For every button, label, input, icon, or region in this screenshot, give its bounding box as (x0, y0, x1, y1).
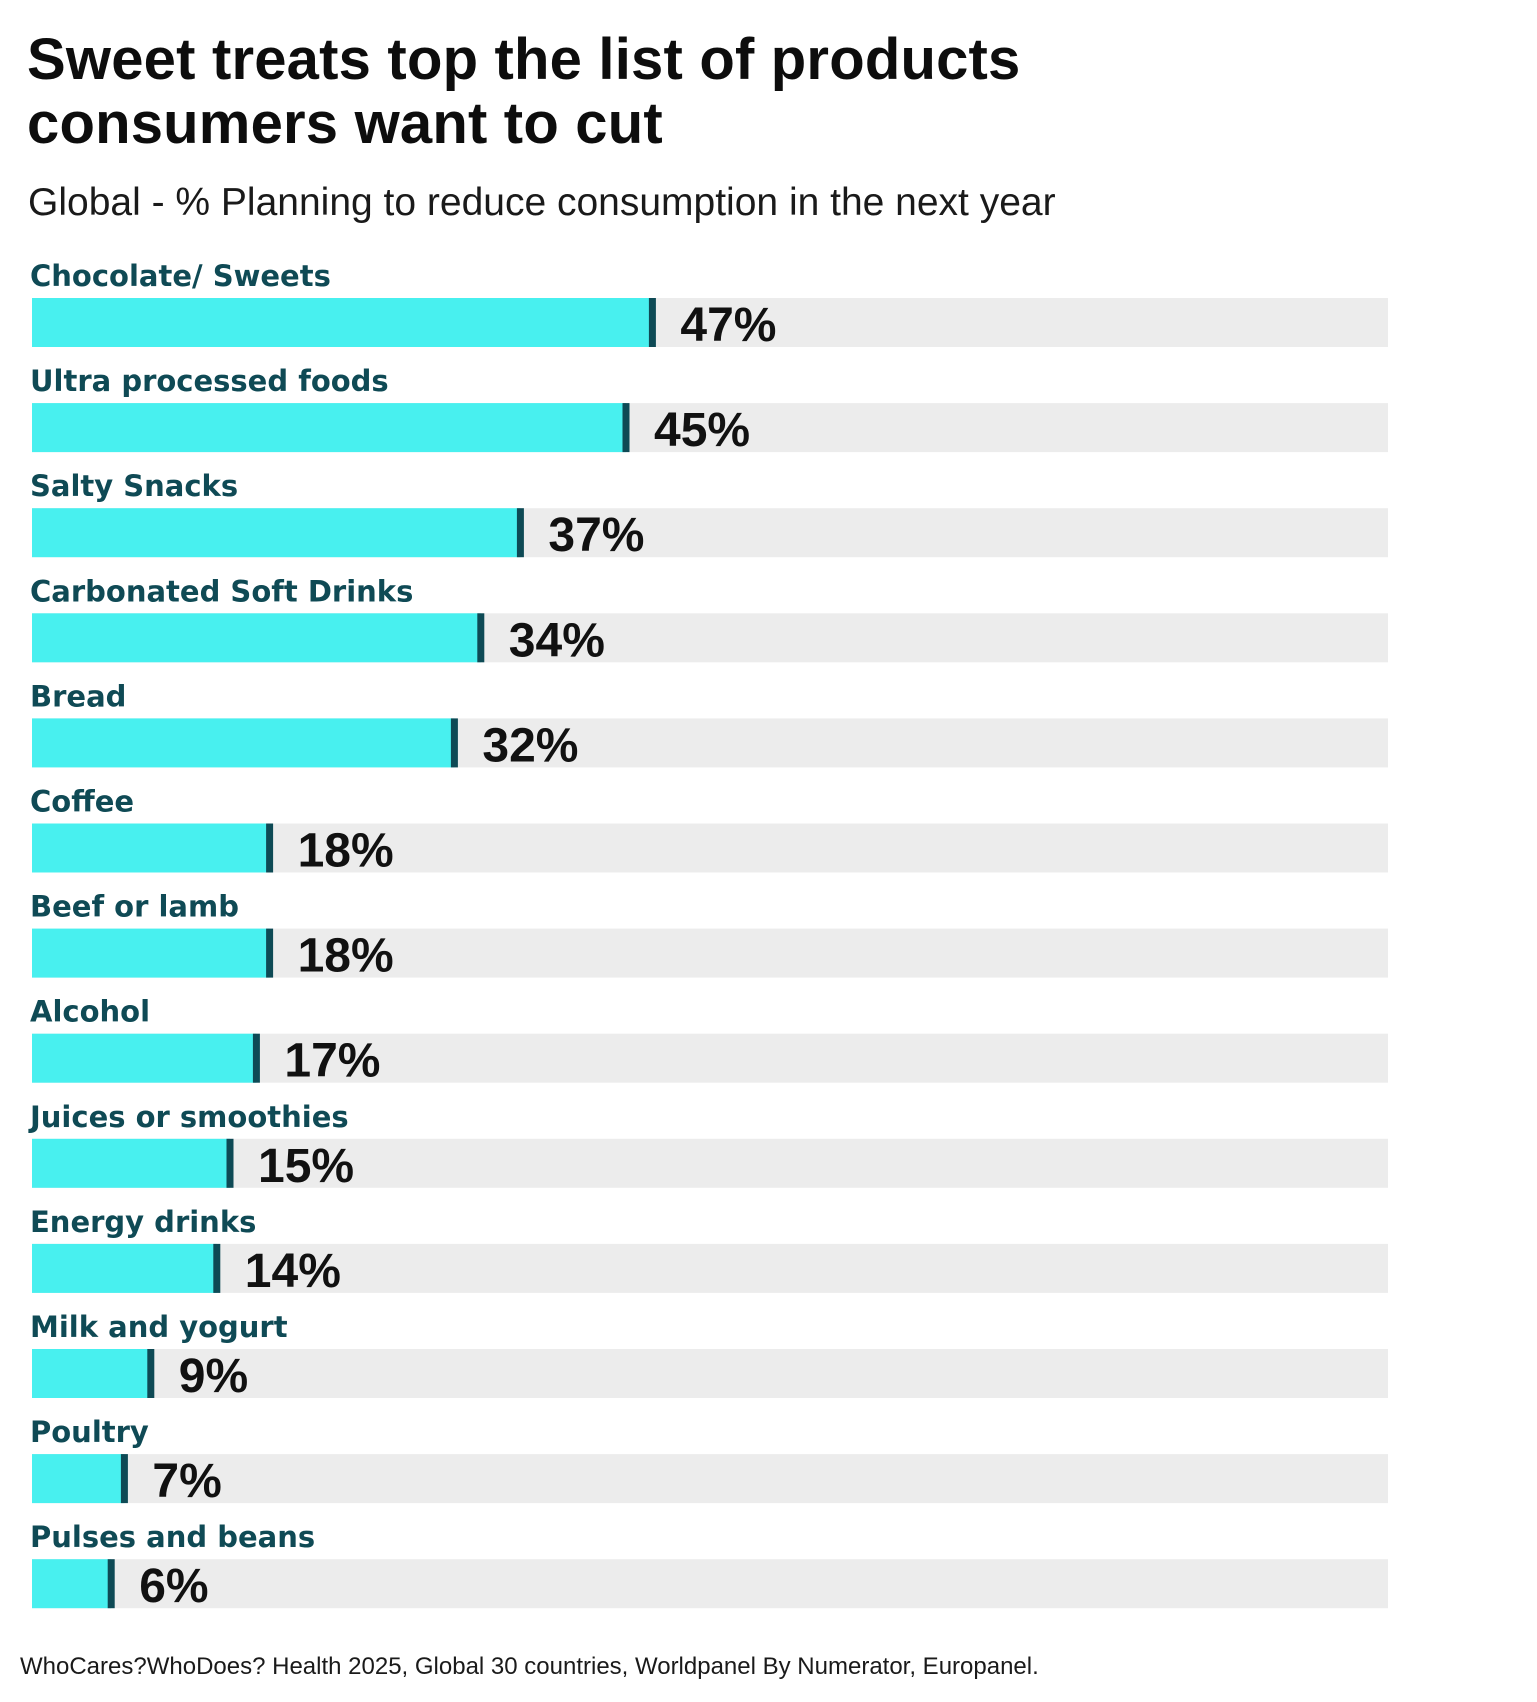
bar-row: Coffee 18% (30, 785, 1388, 878)
bar-track (32, 1243, 1388, 1293)
chart-subtitle: Global - % Planning to reduce consumptio… (28, 181, 1056, 224)
category-label: Carbonated Soft Drinks (30, 574, 413, 608)
bar (32, 1243, 217, 1293)
source-note: WhoCares?WhoDoes? Health 2025, Global 30… (20, 1653, 1039, 1680)
bar-row: Salty Snacks 37% (30, 469, 1388, 562)
bar-row: Ultra processed foods 45% (30, 364, 1388, 457)
data-label: 18% (298, 930, 394, 983)
bar-end-marker (252, 1033, 260, 1083)
bar (32, 613, 481, 663)
category-label: Chocolate/ Sweets (30, 259, 331, 293)
bar-row: Energy drinks 14% (30, 1205, 1388, 1298)
chart-title: Sweet treats top the list of products co… (27, 27, 1021, 156)
data-label: 9% (179, 1350, 248, 1403)
data-label: 15% (258, 1140, 354, 1193)
bar-row: Bread 32% (30, 679, 1388, 772)
bar (32, 508, 521, 558)
data-label: 47% (680, 299, 776, 352)
category-label: Beef or lamb (30, 890, 239, 924)
data-label: 14% (245, 1245, 341, 1298)
bar (32, 928, 270, 978)
category-label: Ultra processed foods (30, 364, 389, 398)
category-label: Energy drinks (30, 1205, 256, 1239)
bar-row: Carbonated Soft Drinks 34% (30, 574, 1388, 667)
bar (32, 718, 455, 768)
bar-end-marker (213, 1243, 221, 1293)
category-label: Juices or smoothies (28, 1100, 349, 1134)
bar (32, 823, 270, 873)
bar-end-marker (266, 928, 274, 978)
bar-track (32, 1138, 1388, 1188)
bar-end-marker (226, 1138, 234, 1188)
category-label: Salty Snacks (30, 469, 238, 503)
bar (32, 1138, 230, 1188)
bar-end-marker (107, 1559, 115, 1609)
bar-row: Alcohol 17% (30, 995, 1388, 1088)
bar (32, 1349, 151, 1398)
bar-row: Chocolate/ Sweets 47% (30, 259, 1388, 352)
bar-end-marker (648, 298, 656, 347)
data-label: 7% (152, 1455, 221, 1508)
category-label: Alcohol (30, 995, 150, 1029)
data-label: 32% (482, 719, 578, 772)
bar-end-marker (147, 1349, 155, 1398)
data-label: 45% (654, 404, 750, 457)
category-label: Milk and yogurt (30, 1310, 288, 1344)
bar-end-marker (516, 508, 524, 558)
bar-end-marker (266, 823, 274, 873)
bar-end-marker (477, 613, 485, 663)
bar (32, 1033, 257, 1083)
category-label: Coffee (30, 785, 134, 819)
bar-track (32, 1559, 1388, 1609)
category-label: Poultry (30, 1415, 149, 1449)
data-label: 34% (509, 614, 605, 667)
bar-row: Beef or lamb 18% (30, 890, 1388, 983)
data-label: 17% (284, 1035, 380, 1088)
category-label: Bread (30, 679, 126, 713)
bar (32, 1559, 112, 1609)
bar-end-marker (622, 403, 630, 453)
category-label: Pulses and beans (30, 1520, 315, 1554)
bar-row: Milk and yogurt 9% (30, 1310, 1388, 1403)
bar (32, 298, 653, 347)
bar-row: Juices or smoothies 15% (28, 1100, 1388, 1193)
data-label: 6% (139, 1560, 208, 1613)
bar-row: Pulses and beans 6% (30, 1520, 1388, 1613)
bar-track (32, 1349, 1388, 1398)
bar (32, 403, 626, 453)
bar-end-marker (120, 1454, 128, 1504)
data-label: 18% (298, 825, 394, 878)
bar-track (32, 1454, 1388, 1504)
bar-end-marker (450, 718, 458, 768)
data-label: 37% (548, 509, 644, 562)
bar (32, 1454, 125, 1504)
